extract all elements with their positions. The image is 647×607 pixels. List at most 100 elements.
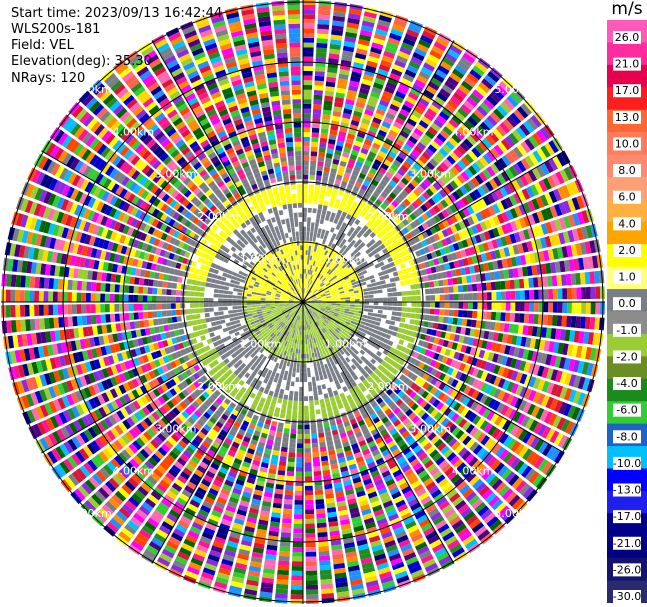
radar-gate [339,215,345,222]
radar-gate [531,226,540,238]
radar-gate [434,361,441,370]
radar-gate [130,516,143,528]
radar-gate [376,24,390,32]
radar-gate [310,275,313,280]
radar-gate [289,366,293,372]
radar-gate [316,42,328,49]
radar-gate [316,314,321,319]
radar-gate [360,504,371,512]
radar-gate [328,321,334,326]
radar-gate [144,498,156,509]
radar-gate [367,386,375,393]
radar-gate [350,239,356,246]
radar-gate [310,324,314,329]
radar-gate [298,325,301,331]
radar-gate [273,392,279,398]
radar-gate [337,82,347,90]
radar-gate [584,241,592,254]
radar-gate [437,523,450,534]
radar-gate [441,219,450,228]
radar-gate [418,194,427,203]
radar-gate [387,412,396,420]
radar-gate [310,260,314,266]
radar-gate [348,414,355,421]
radar-gate [367,315,373,320]
radar-gate [505,357,513,367]
radar-gate [536,147,547,161]
radar-gate [530,436,540,449]
radar-gate [392,64,405,73]
radar-gate [535,165,546,178]
radar-gate [450,166,460,176]
radar-gate [396,311,402,317]
radar-gate [467,310,473,318]
radar-gate [319,269,324,275]
radar-gate [372,313,378,317]
radar-gate [324,261,329,267]
radar-gate [326,72,337,78]
radar-gate [351,115,361,122]
radar-gate [213,389,221,397]
radar-gate [326,246,331,252]
radar-gate [405,520,417,530]
radar-gate [166,540,179,551]
radar-gate [580,316,586,329]
radar-gate [121,434,131,445]
radar-gate [375,28,388,37]
radar-gate [411,533,423,543]
radar-gate [250,439,258,446]
radar-gate [212,441,221,450]
radar-gate [314,404,320,410]
radar-gate [329,265,335,271]
radar-gate [285,485,294,491]
radar-gate [427,534,440,545]
radar-gate [314,290,319,295]
radar-gate [456,404,466,415]
radar-gate [451,342,458,350]
radar-gate [325,309,330,312]
radar-gate [275,341,280,347]
radar-gate [219,361,226,368]
radar-gate [356,260,362,266]
radar-gate [479,209,488,220]
radar-gate [481,183,490,194]
radar-gate [419,400,428,409]
radar-gate [331,298,336,301]
radar-gate [277,470,286,476]
radar-gate [369,125,378,134]
radar-gate [298,344,301,350]
radar-gate [325,267,330,273]
radar-gate [325,81,336,88]
radar-gate [586,362,594,376]
radar-gate [333,6,347,13]
radar-gate [459,141,470,152]
radar-gate [147,494,159,505]
radar-gate [293,518,303,524]
radar-gate [336,240,341,247]
radar-gate [589,347,597,361]
radar-gate [404,396,412,405]
radar-gate [412,244,419,251]
radar-gate [279,546,291,552]
radar-gate [380,163,389,171]
radar-gate [434,425,444,435]
radar-gate [509,194,518,206]
radar-gate [490,412,500,424]
radar-gate [478,141,489,152]
radar-gate [486,311,492,320]
radar-gate [422,372,430,381]
radar-gate [342,353,348,359]
radar-gate [441,209,450,218]
radar-gate [438,363,446,372]
radar-gate [391,521,403,531]
radar-gate [329,312,334,316]
radar-gate [375,133,385,142]
radar-gate [444,196,453,206]
radar-gate [277,422,284,428]
radar-gate [507,181,517,193]
radar-gate [352,229,359,236]
radar-gate [519,254,527,265]
radar-gate [492,203,501,214]
radar-gate [294,353,298,359]
radar-gate [455,188,465,198]
